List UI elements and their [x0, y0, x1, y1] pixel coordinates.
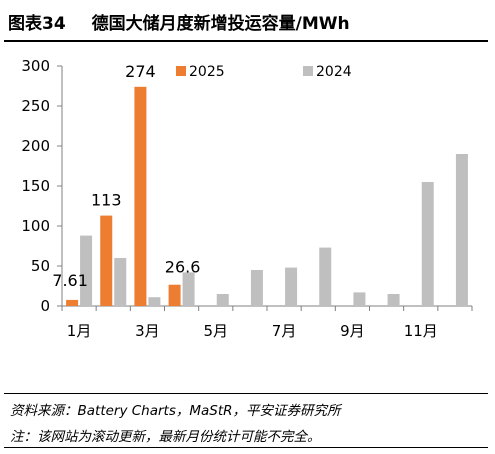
bar-2025-4月: [168, 284, 181, 306]
figure-header: 图表34 德国大储月度新增投运容量/MWh: [4, 0, 488, 42]
x-tick-label: 3月: [135, 322, 160, 340]
y-tick-label: 0: [40, 297, 50, 315]
x-tick-label: 5月: [203, 322, 228, 340]
bar-2024-8月: [319, 247, 332, 306]
y-tick-label: 150: [21, 177, 50, 195]
y-tick-label: 300: [21, 57, 50, 75]
legend-swatch-2025: [176, 66, 186, 76]
x-tick-label: 7月: [272, 322, 297, 340]
bar-2024-4月: [182, 272, 195, 306]
legend-swatch-2024: [303, 66, 313, 76]
figure-number: 图表34: [8, 14, 66, 34]
legend-label-2024: 2024: [316, 64, 352, 80]
bar-2024-11月: [421, 182, 434, 306]
legend-label-2025: 2025: [189, 64, 225, 80]
footer-bottom-rule: [4, 447, 488, 448]
bar-2024-6月: [250, 270, 263, 306]
bar-2025-1月: [66, 299, 79, 306]
footer-divider: [4, 393, 488, 394]
data-label: 7.61: [52, 271, 88, 290]
data-label: 113: [91, 191, 122, 210]
bar-2024-5月: [216, 294, 229, 306]
y-tick-label: 250: [21, 97, 50, 115]
source-note: 资料来源：Battery Charts，MaStR，平安证券研究所: [10, 403, 341, 419]
figure-title: 德国大储月度新增投运容量/MWh: [91, 14, 350, 34]
bar-2024-9月: [353, 292, 366, 306]
y-tick-label: 100: [21, 217, 50, 235]
bar-2024-12月: [455, 154, 468, 306]
bar-2024-2月: [114, 258, 127, 306]
y-tick-label: 200: [21, 137, 50, 155]
bar-2025-3月: [134, 86, 147, 306]
bar-2025-2月: [100, 215, 113, 306]
bar-2024-10月: [387, 294, 400, 306]
footnote: 注：该网站为滚动更新，最新月份统计可能不完全。: [10, 429, 321, 445]
data-label: 274: [125, 62, 156, 81]
y-tick-label: 50: [31, 257, 50, 275]
bar-2024-1月: [80, 235, 93, 306]
x-tick-label: 1月: [67, 322, 92, 340]
data-label: 26.6: [165, 258, 201, 277]
x-tick-label: 9月: [340, 322, 365, 340]
bar-2024-3月: [148, 297, 161, 306]
x-tick-label: 11月: [404, 322, 438, 340]
bar-2024-7月: [285, 267, 298, 306]
chart-title: 图表34 德国大储月度新增投运容量/MWh: [8, 9, 350, 34]
